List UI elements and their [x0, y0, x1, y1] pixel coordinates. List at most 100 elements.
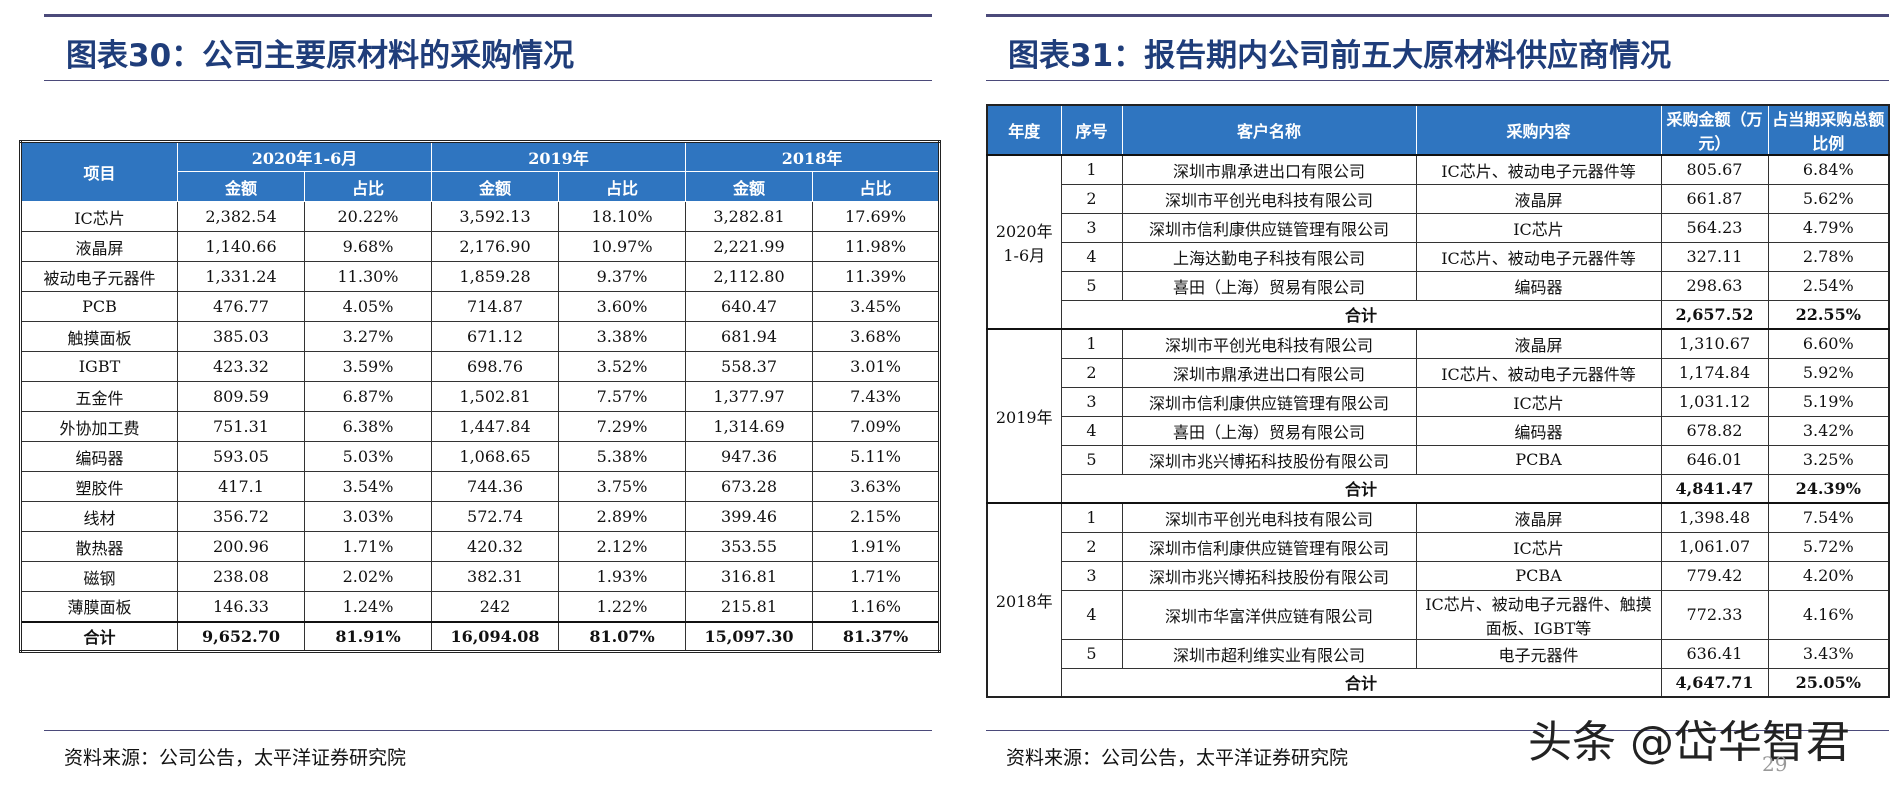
cell: 646.01 — [1660, 444, 1769, 475]
cell: 5.03% — [303, 441, 433, 472]
cell: 420.32 — [431, 531, 560, 562]
cell: 17.69% — [812, 201, 941, 232]
cell: 10.97% — [558, 231, 687, 262]
data-row: 3 深圳市信利康供应链管理有限公司 IC芯片 564.23 4.79% — [987, 212, 1890, 243]
cell: 外协加工费 — [20, 411, 178, 442]
cell: 25.05% — [1767, 667, 1890, 698]
cell: 772.33 — [1660, 589, 1769, 640]
cell: 316.81 — [685, 561, 814, 592]
cell: 1,174.84 — [1660, 357, 1769, 388]
cell: 5.62% — [1767, 183, 1890, 214]
cell: 399.46 — [685, 501, 814, 532]
cell: 678.82 — [1660, 415, 1769, 446]
cell: 线材 — [20, 501, 178, 532]
cell: 合计 — [1060, 299, 1662, 330]
cell: 18.10% — [558, 201, 687, 232]
cell: 液晶屏 — [1415, 183, 1662, 214]
cell: 714.87 — [431, 291, 560, 322]
cell: 1,061.07 — [1660, 531, 1769, 562]
header-cell: 占比 — [303, 171, 433, 202]
cell: 2.15% — [812, 501, 941, 532]
header-cell: 占当期采购总额比例 — [1767, 104, 1890, 156]
data-row: PCB 476.77 4.05% 714.87 3.60% 640.47 3.45% — [20, 291, 941, 322]
cell: 1.24% — [303, 591, 433, 622]
cell: 1,398.48 — [1660, 502, 1769, 533]
cell: 1.71% — [812, 561, 941, 592]
cell: 4.05% — [303, 291, 433, 322]
cell: 深圳市兆兴博拓科技股份有限公司 — [1121, 444, 1417, 475]
data-row: 5 深圳市超利维实业有限公司 电子元器件 636.41 3.43% — [987, 638, 1890, 669]
header-cell: 序号 — [1060, 104, 1123, 156]
year-cell: 2018年 — [986, 502, 1062, 698]
header-row: 项目 2020年1-6月 2019年 2018年 — [20, 141, 941, 202]
cell: 7.29% — [558, 411, 687, 442]
cell: 6.38% — [303, 411, 433, 442]
cell: 2,112.80 — [685, 261, 814, 292]
cell: 4.79% — [1767, 212, 1890, 243]
cell: 15,097.30 — [685, 621, 814, 652]
cell: 681.94 — [685, 321, 814, 352]
cell: 编码器 — [1415, 415, 1662, 446]
total-row: 合计 4,647.71 25.05% — [987, 667, 1890, 698]
cell: 146.33 — [177, 591, 305, 622]
data-row: 5 深圳市兆兴博拓科技股份有限公司 PCBA 646.01 3.25% — [987, 444, 1890, 475]
cell: 385.03 — [177, 321, 305, 352]
cell: 3.60% — [558, 291, 687, 322]
cell: 合计 — [1060, 667, 1662, 698]
data-row: 编码器 593.05 5.03% 1,068.65 5.38% 947.36 5.11% — [20, 441, 941, 472]
title-rule — [986, 80, 1889, 81]
cell: IC芯片、被动电子元器件、触摸面板、IGBT等 — [1415, 589, 1662, 640]
cell: 7.09% — [812, 411, 941, 442]
cell: 4,647.71 — [1660, 667, 1769, 698]
watermark: 头条 @岱华智君 — [1528, 717, 1850, 768]
data-row: 触摸面板 385.03 3.27% 671.12 3.38% 681.94 3.68% — [20, 321, 941, 352]
left-table: 项目 2020年1-6月 2019年 2018年 金额 占比 金额 占比 金额 占比 IC芯片 2,3… — [19, 140, 942, 653]
cell: 散热器 — [20, 531, 178, 562]
cell: 382.31 — [431, 561, 560, 592]
header-row: 金额 占比 金额 占比 金额 占比 — [21, 171, 941, 202]
cell: 698.76 — [431, 351, 560, 382]
header-cell: 采购内容 — [1415, 104, 1662, 156]
cell: 242 — [431, 591, 560, 622]
cell: 深圳市华富洋供应链有限公司 — [1121, 589, 1417, 640]
title-rule — [44, 80, 932, 81]
cell: 4 — [1060, 415, 1123, 446]
header-cell: 项目 — [20, 141, 178, 202]
data-row: 2 深圳市鼎承进出口有限公司 IC芯片、被动电子元器件等 1,174.84 5.92% — [987, 357, 1890, 388]
header-cell: 客户名称 — [1121, 104, 1417, 156]
cell: 476.77 — [177, 291, 305, 322]
cell: 805.67 — [1660, 154, 1769, 185]
cell: 被动电子元器件 — [20, 261, 178, 292]
cell: IC芯片、被动电子元器件等 — [1415, 241, 1662, 272]
cell: 液晶屏 — [1415, 328, 1662, 359]
cell: 深圳市超利维实业有限公司 — [1121, 638, 1417, 669]
header-row: 年度 序号 客户名称 采购内容 采购金额（万元） 占当期采购总额比例 — [986, 104, 1890, 156]
cell: 1,314.69 — [685, 411, 814, 442]
cell: 423.32 — [177, 351, 305, 382]
cell: 22.55% — [1767, 299, 1890, 330]
year-cell: 2019年 — [986, 328, 1062, 504]
cell: PCB — [20, 291, 178, 322]
cell: 1 — [1060, 328, 1123, 359]
data-row: 被动电子元器件 1,331.24 11.30% 1,859.28 9.37% 2,112.… — [20, 261, 941, 292]
cell: 7.57% — [558, 381, 687, 412]
cell: 16,094.08 — [431, 621, 560, 652]
cell: 深圳市平创光电科技有限公司 — [1121, 502, 1417, 533]
data-row: 薄膜面板 146.33 1.24% 242 1.22% 215.81 1.16% — [20, 591, 941, 622]
cell: IC芯片 — [1415, 531, 1662, 562]
cell: 1.93% — [558, 561, 687, 592]
cell: 4.16% — [1767, 589, 1890, 640]
total-row: 合计 2,657.52 22.55% — [987, 299, 1890, 330]
cell: 779.42 — [1660, 560, 1769, 591]
cell: 2 — [1060, 183, 1123, 214]
cell: 4,841.47 — [1660, 473, 1769, 504]
data-row: 2 深圳市平创光电科技有限公司 液晶屏 661.87 5.62% — [987, 183, 1890, 214]
cell: 1.91% — [812, 531, 941, 562]
cell: 深圳市鼎承进出口有限公司 — [1121, 357, 1417, 388]
data-row: IGBT 423.32 3.59% 698.76 3.52% 558.37 3.01% — [20, 351, 941, 382]
cell: 11.39% — [812, 261, 941, 292]
cell: 2,382.54 — [177, 201, 305, 232]
cell: 深圳市信利康供应链管理有限公司 — [1121, 531, 1417, 562]
source-rule — [986, 730, 1889, 731]
